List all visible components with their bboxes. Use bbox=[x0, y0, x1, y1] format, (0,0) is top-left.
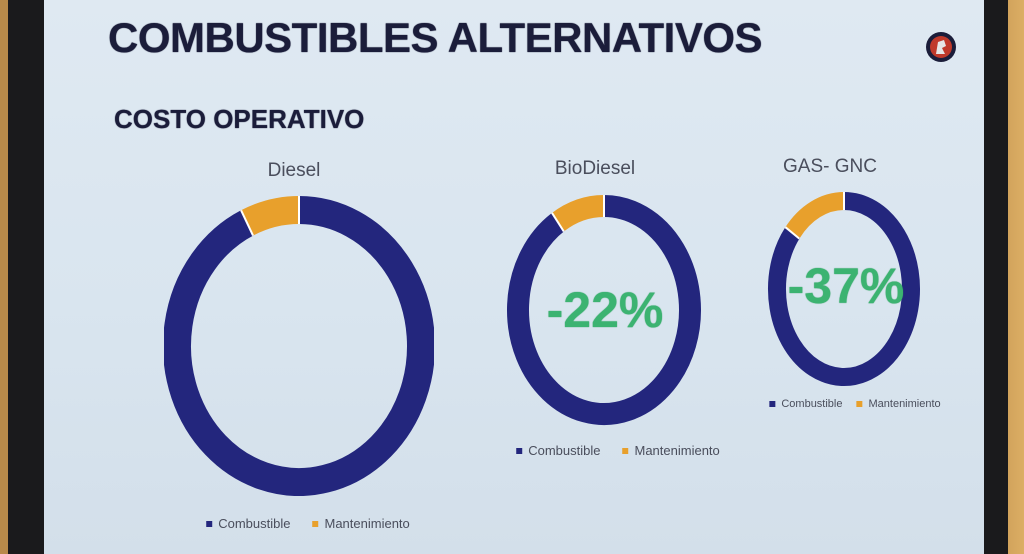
legend-swatch-combustible bbox=[516, 447, 523, 454]
percent-change-biodiesel: -22% bbox=[546, 282, 664, 338]
legend-label-combustible: Combustible bbox=[218, 516, 291, 531]
legend-item-mantenimiento: Mantenimiento bbox=[312, 516, 410, 531]
legend-swatch-combustible bbox=[206, 520, 213, 527]
donut-slice-mantenimiento bbox=[240, 196, 300, 236]
donut-slice-mantenimiento bbox=[551, 195, 605, 232]
legend-item-combustible: Combustible bbox=[206, 516, 290, 531]
legend-swatch-mantenimiento bbox=[312, 520, 319, 527]
slide-title: COMBUSTIBLES ALTERNATIVOS bbox=[108, 14, 763, 61]
legend-biodiesel: Combustible Mantenimiento bbox=[516, 443, 720, 458]
legend-gas-gnc: Combustible Mantenimiento bbox=[769, 398, 941, 410]
griffin-emblem-icon bbox=[926, 32, 956, 62]
legend-swatch-mantenimiento bbox=[856, 401, 863, 407]
legend-item-combustible: Combustible bbox=[516, 443, 600, 458]
donut-slice-combustible bbox=[507, 195, 701, 425]
slide-subtitle: COSTO OPERATIVO bbox=[114, 104, 365, 134]
legend-item-mantenimiento: Mantenimiento bbox=[622, 443, 720, 458]
donut-slice-combustible bbox=[768, 192, 920, 386]
chart-title-gas-gnc: GAS- GNC bbox=[783, 156, 877, 177]
legend-swatch-mantenimiento bbox=[622, 447, 629, 454]
donut-chart-diesel bbox=[164, 196, 434, 496]
slice-separator bbox=[784, 226, 800, 240]
legend-label-mantenimiento: Mantenimiento bbox=[324, 516, 410, 531]
legend-label-mantenimiento: Mantenimiento bbox=[868, 398, 941, 410]
legend-diesel: Combustible Mantenimiento bbox=[206, 516, 410, 531]
donut-chart-gas-gnc bbox=[768, 192, 920, 386]
percent-change-gas-gnc: -37% bbox=[787, 258, 905, 314]
legend-label-combustible: Combustible bbox=[781, 398, 843, 410]
donut-chart-biodiesel bbox=[507, 195, 701, 425]
legend-item-mantenimiento: Mantenimiento bbox=[856, 398, 941, 410]
chart-title-diesel: Diesel bbox=[267, 160, 321, 181]
slice-separator bbox=[240, 209, 254, 237]
slice-separator bbox=[551, 212, 565, 233]
legend-swatch-combustible bbox=[769, 401, 776, 407]
donut-slice-combustible bbox=[164, 196, 434, 496]
presentation-slide: COMBUSTIBLES ALTERNATIVOS COSTO OPERATIV… bbox=[44, 0, 984, 554]
chart-title-biodiesel: BioDiesel bbox=[554, 158, 636, 179]
legend-label-mantenimiento: Mantenimiento bbox=[634, 443, 720, 458]
donut-slice-mantenimiento bbox=[784, 192, 845, 238]
legend-label-combustible: Combustible bbox=[528, 443, 601, 458]
legend-item-combustible: Combustible bbox=[769, 398, 842, 410]
